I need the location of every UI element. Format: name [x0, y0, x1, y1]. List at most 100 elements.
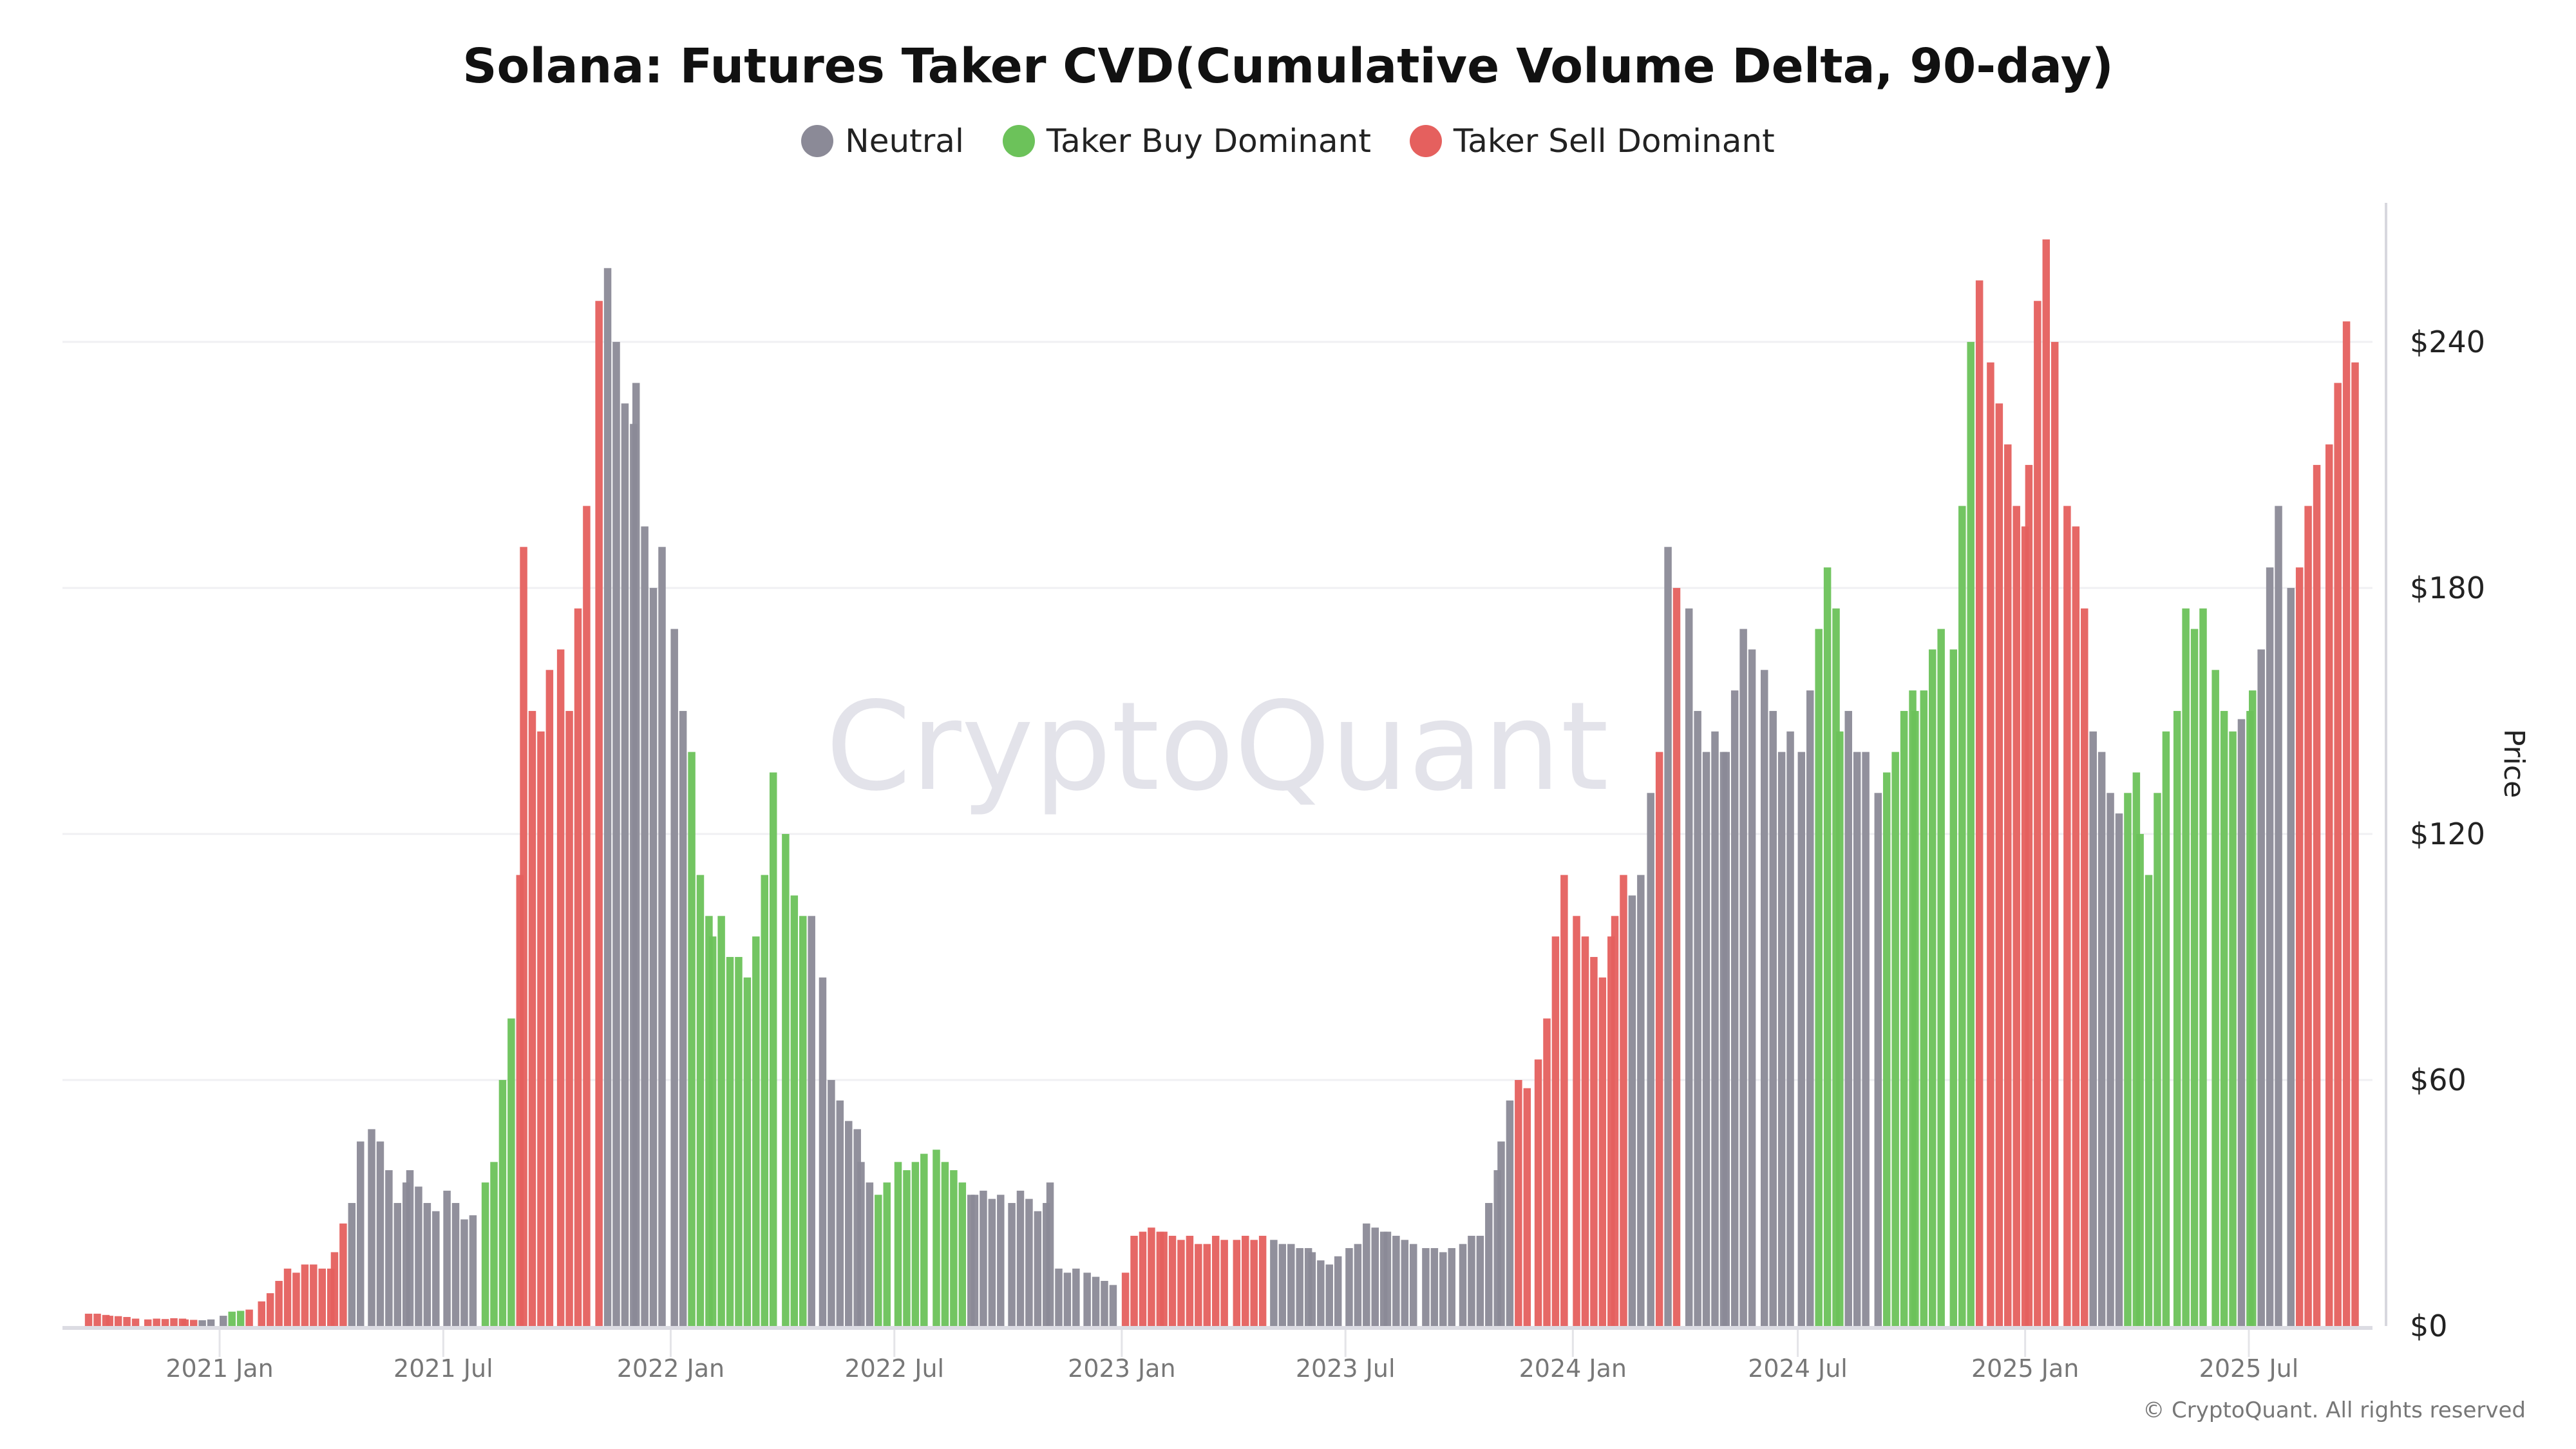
legend-label-buy: Taker Buy Dominant: [1046, 122, 1371, 160]
price-bar: [1844, 710, 1852, 1326]
price-bar: [1911, 710, 1919, 1326]
price-bar: [743, 977, 752, 1326]
price-bar: [1287, 1244, 1295, 1326]
price-bar: [516, 875, 524, 1326]
price-bar: [1354, 1244, 1362, 1326]
price-bar: [971, 1195, 979, 1326]
price-bar: [1949, 649, 1958, 1326]
price-bar: [696, 875, 705, 1326]
price-bar: [114, 1316, 122, 1326]
price-bar: [1769, 710, 1777, 1326]
price-bar: [1523, 1088, 1531, 1326]
price-bar: [102, 1314, 110, 1326]
x-tick-label: 2021 Jul: [393, 1354, 493, 1383]
price-bar: [2190, 629, 2199, 1326]
price-bar: [1493, 1170, 1501, 1326]
chart-title: Solana: Futures Taker CVD(Cumulative Vol…: [462, 39, 2114, 94]
price-bar: [1422, 1248, 1430, 1326]
price-bar: [875, 1195, 882, 1326]
price-bar: [1139, 1231, 1147, 1326]
price-bar: [2248, 690, 2257, 1326]
price-bar: [1046, 1182, 1054, 1326]
price-bar: [1476, 1235, 1484, 1326]
price-bar: [181, 1319, 189, 1326]
legend-item-buy[interactable]: Taker Buy Dominant: [1002, 122, 1371, 160]
price-bar: [1304, 1248, 1312, 1326]
price-bar: [2107, 793, 2114, 1326]
price-bar: [1409, 1244, 1417, 1326]
price-bar: [1043, 1202, 1050, 1326]
price-bar: [574, 608, 582, 1326]
price-bar: [2162, 731, 2170, 1326]
price-bar: [2012, 506, 2020, 1326]
price-bar: [2229, 731, 2237, 1326]
price-bar: [883, 1182, 891, 1326]
price-bar: [2063, 506, 2071, 1326]
price-bar: [1543, 1018, 1551, 1326]
price-bar: [275, 1280, 283, 1326]
price-bar: [1109, 1285, 1117, 1326]
price-bar: [1459, 1244, 1467, 1326]
price-bar: [2313, 464, 2321, 1327]
price-bar: [528, 710, 536, 1326]
price-bar: [228, 1311, 236, 1326]
price-bar: [1317, 1260, 1325, 1326]
price-bar: [941, 1162, 949, 1326]
price-bar: [980, 1190, 987, 1326]
price-bar: [423, 1202, 431, 1326]
price-bar: [1258, 1235, 1267, 1326]
price-bar: [545, 670, 554, 1326]
price-bar: [958, 1182, 967, 1326]
price-bar: [1797, 752, 1806, 1326]
price-bar: [2089, 731, 2097, 1326]
price-bar: [1242, 1235, 1249, 1326]
price-bar: [735, 956, 743, 1326]
price-bar: [857, 1162, 865, 1326]
price-bar: [402, 1182, 410, 1326]
price-bar: [1325, 1264, 1334, 1326]
price-bar: [1722, 752, 1730, 1326]
price-bar: [2145, 875, 2153, 1326]
price-bar: [520, 547, 527, 1326]
price-bar: [1025, 1198, 1033, 1326]
price-bar: [1637, 875, 1645, 1326]
price-bar: [819, 977, 827, 1326]
price-bar: [1581, 936, 1589, 1326]
price-bar: [828, 1079, 835, 1326]
price-bar: [1308, 1252, 1316, 1326]
price-bar: [612, 341, 620, 1327]
price-bar: [2287, 587, 2295, 1327]
price-bar: [507, 1018, 515, 1326]
price-bar: [1083, 1273, 1091, 1326]
price-bar: [1177, 1240, 1185, 1326]
price-bar: [236, 1311, 245, 1326]
price-bar: [1401, 1240, 1409, 1326]
price-bar: [997, 1195, 1005, 1326]
price-bar: [782, 833, 790, 1326]
y-tick-label: $60: [2410, 1063, 2467, 1097]
price-bar: [866, 1182, 874, 1326]
price-bar: [1485, 1202, 1493, 1326]
price-bar: [153, 1318, 160, 1326]
x-tick-label: 2022 Jan: [617, 1354, 724, 1383]
price-bar: [1439, 1252, 1447, 1326]
price-bar: [583, 506, 591, 1326]
price-bar: [894, 1162, 902, 1326]
price-bar: [1672, 587, 1681, 1327]
price-bar: [1430, 1248, 1439, 1326]
price-bar: [1560, 875, 1568, 1326]
price-bar: [123, 1316, 131, 1326]
price-bar: [1506, 1100, 1514, 1326]
price-bar: [708, 936, 717, 1326]
legend-item-sell[interactable]: Taker Sell Dominant: [1409, 122, 1775, 160]
price-bar: [1647, 793, 1654, 1326]
price-bar: [1278, 1244, 1287, 1326]
price-bar: [1233, 1240, 1241, 1326]
price-bar: [207, 1319, 215, 1326]
price-bar: [1034, 1211, 1042, 1326]
x-tick-label: 2021 Jan: [166, 1354, 273, 1383]
price-bar: [705, 916, 713, 1326]
legend-item-neutral[interactable]: Neutral: [801, 122, 964, 160]
price-bar: [1853, 752, 1861, 1326]
price-bar: [339, 1223, 347, 1326]
